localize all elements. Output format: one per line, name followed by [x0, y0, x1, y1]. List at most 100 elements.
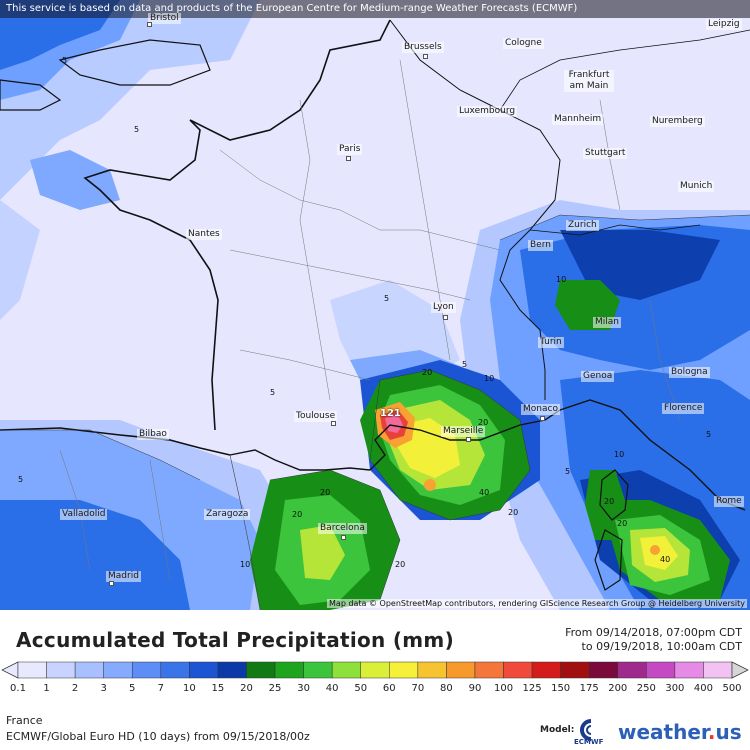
scale-tick-label: 90	[468, 683, 482, 694]
city-label[interactable]: Bristol	[148, 13, 181, 24]
scale-tick-label: 2	[71, 683, 79, 694]
scale-swatch	[617, 661, 647, 679]
city-marker	[443, 315, 448, 320]
weather-logo-dot: .	[707, 720, 716, 744]
scale-swatch	[131, 661, 162, 679]
scale-tick-label: 25	[268, 683, 282, 694]
city-label[interactable]: Frankfurt am Main	[564, 70, 614, 92]
scale-swatch	[531, 661, 561, 679]
scale-tick-label: 100	[493, 683, 514, 694]
contour-label: 40	[479, 488, 490, 497]
city-label[interactable]: Stuttgart	[583, 148, 628, 159]
city-label[interactable]: Bilbao	[137, 429, 169, 440]
city-label[interactable]: Leipzig	[706, 19, 742, 30]
scale-swatch	[360, 661, 390, 679]
city-label[interactable]: Florence	[662, 403, 705, 414]
scale-tick-label: 80	[440, 683, 453, 694]
scale-tick-label: 150	[551, 683, 571, 694]
city-label[interactable]: Milan	[593, 317, 621, 328]
city-label[interactable]: Brussels	[402, 42, 444, 53]
city-marker	[423, 54, 428, 59]
map-attribution: Map data © OpenStreetMap contributors, r…	[327, 599, 747, 608]
city-label[interactable]: Nantes	[186, 229, 222, 240]
scale-tick-label: 70	[411, 683, 425, 694]
contour-label: 5	[134, 125, 140, 134]
city-label[interactable]: Valladolid	[60, 509, 108, 520]
city-marker	[341, 535, 346, 540]
scale-swatch	[560, 661, 590, 679]
legend-panel: Accumulated Total Precipitation (mm) Fro…	[0, 610, 750, 750]
city-label[interactable]: Toulouse	[294, 411, 338, 422]
scale-swatch	[160, 661, 190, 679]
city-label[interactable]: Munich	[678, 181, 715, 192]
contour-label: 20	[320, 488, 331, 497]
contour-label: 20	[604, 497, 615, 506]
scale-tick-label: 40	[325, 683, 339, 694]
city-label[interactable]: Paris	[337, 144, 363, 155]
scale-swatch	[74, 661, 104, 679]
city-marker	[331, 421, 336, 426]
city-marker	[109, 581, 114, 586]
scale-tick-label: 7	[157, 683, 164, 694]
scale-swatch	[674, 661, 704, 679]
city-label[interactable]: Barcelona	[318, 523, 367, 534]
contour-label: 5	[565, 467, 571, 476]
max-value-label: 121	[380, 408, 401, 419]
valid-from: From 09/14/2018, 07:00pm CDT	[565, 626, 742, 639]
scale-tick-label: 400	[693, 683, 713, 694]
valid-to: to 09/19/2018, 10:00am CDT	[581, 640, 742, 653]
scale-swatch	[246, 661, 276, 679]
weather-us-logo[interactable]: weather.us	[618, 720, 742, 744]
precipitation-map[interactable]: This service is based on data and produc…	[0, 0, 750, 610]
contour-label: 20	[422, 368, 433, 377]
scale-tick-label: 60	[382, 683, 396, 694]
scale-swatch	[646, 661, 676, 679]
scale-swatch	[503, 661, 533, 679]
scale-swatch	[474, 661, 504, 679]
city-label[interactable]: Bologna	[669, 367, 710, 378]
scale-tick-label: 20	[240, 683, 253, 694]
scale-arrow-low	[1, 661, 19, 679]
scale-tick-label: 1	[43, 683, 50, 694]
scale-swatch	[217, 661, 247, 679]
scale-tick-label: 250	[636, 683, 656, 694]
city-label[interactable]: Nuremberg	[650, 116, 705, 127]
city-label[interactable]: Genoa	[581, 371, 615, 382]
model-label: Model:	[540, 725, 575, 735]
city-marker	[466, 437, 471, 442]
city-label[interactable]: Bern	[528, 240, 553, 251]
city-label[interactable]: Rome	[714, 496, 744, 507]
city-label[interactable]: Monaco	[521, 404, 560, 415]
city-label[interactable]: Zaragoza	[204, 509, 251, 520]
map-layer	[0, 0, 750, 610]
color-scale-labels: 0.1 1 2 3 5 7 10 15 20 25 30 40 50 60 70 80 90 100 125 150 1…	[0, 683, 750, 697]
scale-swatch	[417, 661, 447, 679]
city-label[interactable]: Zurich	[566, 220, 599, 231]
ecmwf-text: ECMWF	[574, 738, 604, 746]
contour-label: 5	[18, 475, 24, 484]
contour-label: 10	[240, 560, 251, 569]
city-label[interactable]: Madrid	[106, 571, 141, 582]
city-label[interactable]: Turin	[538, 337, 564, 348]
model-run: ECMWF/Global Euro HD (10 days) from 09/1…	[6, 730, 310, 743]
city-label[interactable]: Luxembourg	[457, 106, 518, 117]
scale-swatch	[274, 661, 304, 679]
city-label[interactable]: Cologne	[503, 38, 544, 49]
city-marker	[540, 416, 545, 421]
scale-tick-label: 3	[100, 683, 107, 694]
scale-swatch	[588, 661, 619, 679]
city-label[interactable]: Lyon	[431, 302, 456, 313]
city-label[interactable]: Marseille	[441, 426, 486, 437]
scale-tick-label: 175	[579, 683, 599, 694]
contour-label: 5	[384, 294, 390, 303]
city-label[interactable]: Mannheim	[552, 114, 604, 125]
scale-arrow-high	[731, 661, 749, 679]
scale-swatch	[389, 661, 419, 679]
scale-tick-label: 30	[297, 683, 310, 694]
contour-label: 20	[478, 418, 489, 427]
scale-tick-label: 50	[354, 683, 368, 694]
scale-tick-label: 5	[129, 683, 136, 694]
contour-label: 5	[462, 360, 468, 369]
scale-tick-label: 200	[608, 683, 628, 694]
scale-tick-label: 15	[211, 683, 225, 694]
